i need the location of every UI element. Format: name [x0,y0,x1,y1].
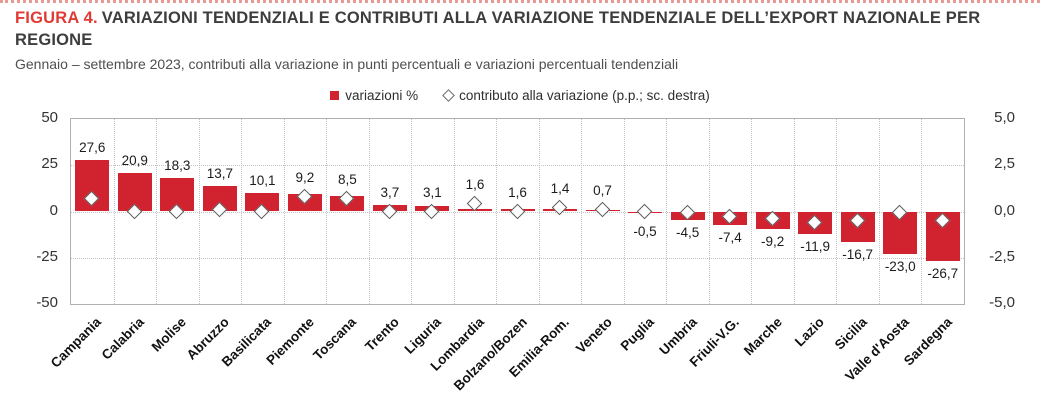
gridline-vertical [496,119,498,304]
value-label-sicilia: -16,7 [842,247,874,263]
y-axis-left-tick-3: -25 [36,247,58,265]
value-label-campania: 27,6 [79,140,106,156]
legend-label-contributo: contributo alla variazione (p.p.; sc. de… [459,88,710,103]
legend-label-variazioni: variazioni % [345,88,419,103]
figure-title: FIGURA 4. VARIAZIONI TENDENZIALI E CONTRI… [15,7,1027,51]
gridline-vertical [113,119,115,304]
gridline-vertical [368,119,370,304]
value-label-piemonte: 9,2 [295,169,315,185]
value-label-abruzzo: 13,7 [206,166,233,182]
diamond-marker-icon [442,89,455,102]
diamond-marker-bolzano-bozen [509,203,525,219]
y-axis-left-tick-0: 50 [41,109,58,126]
top-divider [0,0,1040,3]
y-axis-left-tick-2: 0 [49,201,58,219]
figure-number-label: FIGURA 4. [15,9,98,27]
diamond-marker-puglia [636,203,653,219]
value-label-veneto: 0,7 [593,182,612,198]
diamond-marker-veneto [594,201,610,217]
value-label-molise: 18,3 [164,157,191,173]
gridline-vertical [581,119,583,304]
value-label-valle-d-aosta: -23,0 [884,259,916,275]
gridline-vertical [751,119,753,304]
legend-item-contributo: contributo alla variazione (p.p.; sc. de… [442,88,710,103]
gridline-vertical [538,119,540,304]
value-label-basilicata: 10,1 [249,172,276,188]
value-label-lazio: -11,9 [800,238,831,254]
y-axis-left-tick-1: 25 [41,155,58,173]
figure-subtitle: Gennaio – settembre 2023, contributi all… [15,56,679,72]
gridline-vertical [241,119,243,304]
legend-item-variazioni: variazioni % [330,88,418,103]
y-axis-left-tick-4: -50 [36,294,58,311]
bar-basilicata [245,192,280,212]
y-axis-right-tick-4: -5,0 [989,294,1015,311]
gridline-vertical [666,119,668,304]
gridline-vertical [836,119,838,304]
gridline-vertical [326,119,328,304]
value-label-trento: 3,7 [380,184,400,200]
gridline-vertical [708,119,710,304]
diamond-marker-emilia-rom [551,199,568,216]
gridline-vertical [198,119,200,304]
gridline-vertical [878,119,880,304]
value-label-bolzano-bozen: 1,6 [508,184,527,200]
y-axis-right-tick-0: 5,0 [994,109,1015,126]
value-label-puglia: -0,5 [633,223,657,239]
gridline-vertical [623,119,625,304]
figure-title-text: VARIAZIONI TENDENZIALI E CONTRIBUTI ALLA… [15,9,981,49]
gridline-horizontal-25 [71,165,964,167]
value-label-liguria: 3,1 [423,184,442,200]
value-label-marche: -9,2 [761,233,785,249]
value-label-toscana: 8,5 [338,171,357,187]
value-label-friuli-v-g: -7,4 [718,230,742,246]
y-axis-right-tick-3: -2,5 [989,247,1015,265]
figure-header: FIGURA 4. VARIAZIONI TENDENZIALI E CONTRI… [15,7,1027,73]
value-label-sardegna: -26,7 [927,265,959,281]
value-label-calabria: 20,9 [121,152,148,168]
y-axis-right-tick-2: 0,0 [994,201,1015,219]
gridline-horizontal--25 [71,257,964,259]
gridline-vertical [283,119,285,304]
plot-area: 27,6 20,9 18,3 13,7 10,1 9,2 8,5 3,7 3,1 1,6 1,6 1,… [70,118,965,305]
chart-legend: variazioni % contributo alla variazione … [0,88,1040,103]
gridline-vertical [793,119,795,304]
y-axis-right-tick-1: 2,5 [994,155,1015,173]
bar-swatch-icon [330,91,340,100]
gridline-vertical [411,119,413,304]
gridline-vertical [921,119,923,304]
value-label-lombardia: 1,6 [465,177,485,193]
gridline-vertical [453,119,455,304]
gridline-vertical [156,119,158,304]
value-label-umbria: -4,5 [675,225,700,241]
value-label-emilia-rom: 1,4 [550,180,570,196]
